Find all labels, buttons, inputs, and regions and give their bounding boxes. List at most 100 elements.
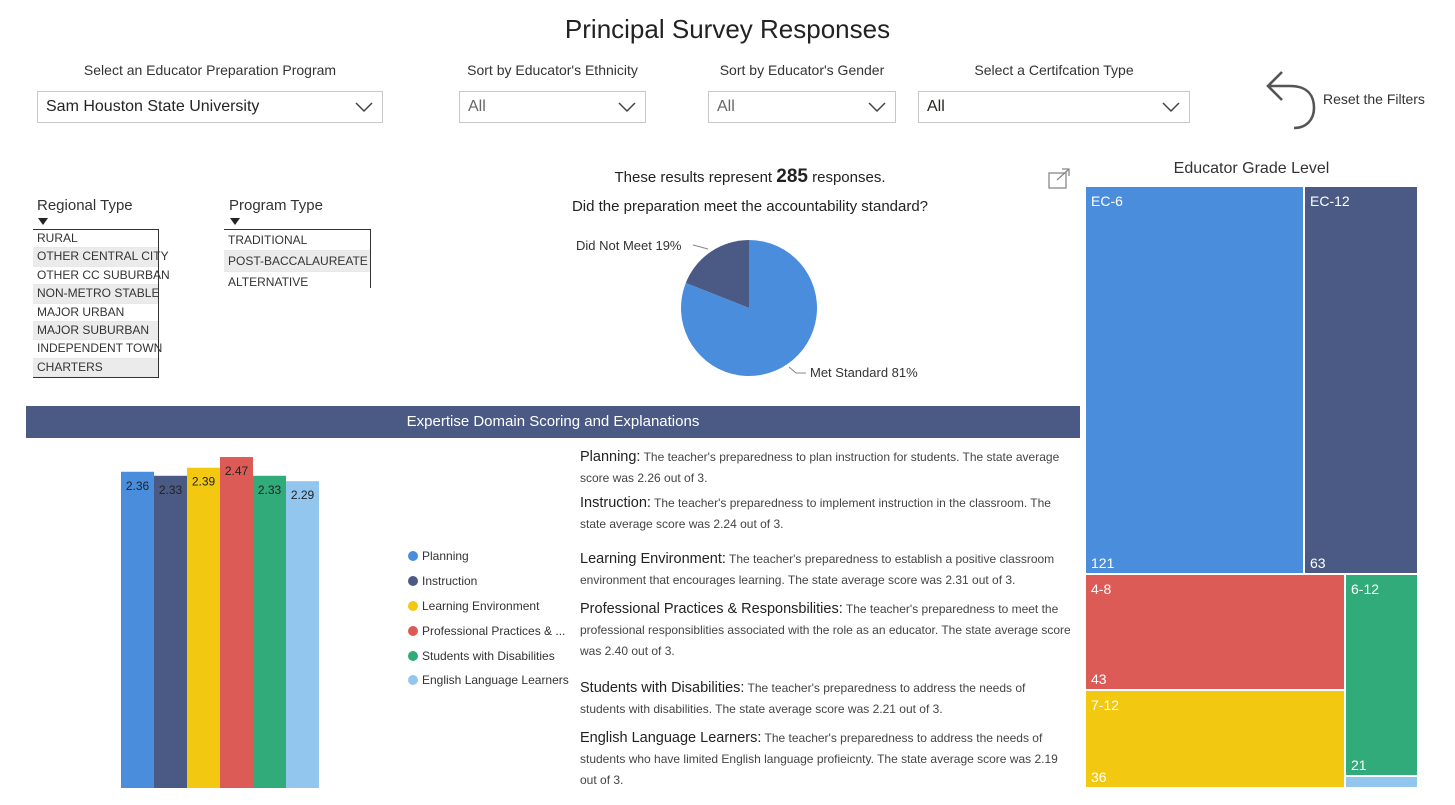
bar-value-label: 2.33 — [159, 483, 183, 497]
chevron-down-icon — [355, 102, 373, 113]
bar-4[interactable] — [220, 457, 253, 788]
legend-dot — [408, 600, 418, 611]
chevron-down-icon — [868, 102, 886, 113]
legend-item[interactable]: Learning Environment — [408, 594, 568, 619]
bar-1[interactable] — [121, 471, 154, 788]
certification-dropdown[interactable]: All — [918, 91, 1190, 123]
gender-dropdown-value: All — [717, 98, 735, 115]
bar-value-label: 2.47 — [225, 464, 249, 478]
bar-value-label: 2.39 — [192, 475, 216, 489]
reset-filters-label: Reset the Filters — [1323, 91, 1425, 107]
explanation-text: The teacher's preparedness to implement … — [580, 496, 1051, 531]
legend-dot — [408, 675, 418, 686]
certification-dropdown-value: All — [927, 98, 945, 115]
explanation-heading: Professional Practices & Responsbilities… — [580, 601, 843, 617]
explanation-heading: Learning Environment: — [580, 551, 726, 567]
certification-filter-label: Select a Certifcation Type — [974, 62, 1134, 78]
bar-6[interactable] — [286, 481, 319, 788]
accountability-question: Did the preparation meet the accountabil… — [571, 198, 929, 215]
explanation-heading: Students with Disabilities: — [580, 680, 745, 696]
legend-dot — [408, 576, 418, 587]
treemap-cell-count: 21 — [1351, 757, 1367, 773]
explanation-heading: Instruction: — [580, 495, 651, 511]
legend-item[interactable]: Students with Disabilities — [408, 643, 568, 668]
treemap-cell-count: 43 — [1091, 671, 1107, 687]
bar-2[interactable] — [154, 475, 187, 788]
regional-type-item[interactable]: RURAL — [33, 230, 158, 249]
ethnicity-filter-label: Sort by Educator's Ethnicity — [467, 62, 638, 78]
regional-type-list: RURAL OTHER CENTRAL CITY OTHER CC SUBURB… — [33, 229, 170, 379]
treemap-cell-ec12[interactable]: EC-12 63 — [1304, 186, 1418, 574]
explanation-instruction: Instruction: The teacher's preparedness … — [580, 493, 1072, 535]
treemap-cell-name: 4-8 — [1091, 581, 1112, 597]
gender-filter-label: Sort by Educator's Gender — [719, 62, 885, 78]
legend-label: Professional Practices & ... — [422, 623, 566, 638]
chevron-down-icon — [1162, 102, 1180, 113]
program-type-label: Program Type — [229, 197, 323, 214]
section-banner: Expertise Domain Scoring and Explanation… — [26, 406, 1080, 438]
explanation-learning-environment: Learning Environment: The teacher's prep… — [580, 549, 1072, 591]
epp-dropdown-value: Sam Houston State University — [46, 98, 260, 115]
treemap-cell-count: 121 — [1091, 555, 1115, 571]
expand-icon[interactable] — [1047, 168, 1071, 190]
gender-dropdown[interactable]: All — [708, 91, 896, 123]
response-count-line: These results represent 285 responses. — [540, 166, 960, 188]
regional-type-item[interactable]: MAJOR URBAN — [33, 304, 158, 322]
legend-label: Planning — [422, 549, 469, 564]
caret-down-icon[interactable] — [38, 218, 48, 225]
treemap-cell-7-12[interactable]: 7-12 36 — [1085, 690, 1345, 788]
epp-dropdown[interactable]: Sam Houston State University — [37, 91, 383, 123]
program-type-item[interactable]: POST-BACCALAUREATE — [224, 251, 370, 272]
legend-item[interactable]: Professional Practices & ... — [408, 618, 568, 643]
explanation-text: The teacher's preparedness to establish … — [580, 552, 1055, 587]
legend-item[interactable]: Instruction — [408, 569, 568, 594]
treemap-cell-count: 63 — [1310, 555, 1326, 571]
treemap-cell-ec6[interactable]: EC-6 121 — [1085, 186, 1304, 574]
explanation-heading: Planning: — [580, 449, 641, 465]
treemap-cell-4-8[interactable]: 4-8 43 — [1085, 574, 1345, 690]
legend-label: Students with Disabilities — [422, 648, 555, 663]
pie-slice-met-standard[interactable] — [681, 240, 817, 376]
domain-score-bar-chart: 2.36 2.33 2.39 2.47 2.33 2.29 — [121, 457, 319, 788]
response-suffix: responses. — [812, 169, 886, 186]
program-type-item[interactable]: ALTERNATIVE — [228, 275, 309, 289]
treemap-cell-other[interactable] — [1345, 776, 1418, 788]
regional-type-item[interactable]: CHARTERS — [33, 358, 158, 378]
explanation-text: The teacher's preparedness to address th… — [580, 731, 1058, 787]
explanation-students-disabilities: Students with Disabilities: The teacher'… — [580, 678, 1072, 720]
treemap-title: Educator Grade Level — [1173, 160, 1330, 177]
ethnicity-dropdown[interactable]: All — [459, 91, 646, 123]
regional-type-item[interactable]: MAJOR SUBURBAN — [33, 321, 158, 341]
bar-value-label: 2.33 — [258, 483, 282, 497]
undo-arrow-icon — [1266, 71, 1316, 130]
regional-type-item[interactable]: INDEPENDENT TOWN — [33, 340, 162, 359]
bar-value-label: 2.36 — [126, 479, 150, 493]
legend-label: Learning Environment — [422, 598, 540, 613]
treemap-cell-name: 7-12 — [1091, 697, 1120, 713]
pie-slice-did-not-meet[interactable] — [685, 240, 749, 308]
regional-type-item[interactable]: OTHER CENTRAL CITY — [33, 248, 169, 267]
caret-down-icon[interactable] — [230, 218, 240, 225]
program-type-list: TRADITIONAL POST-BACCALAUREATE ALTERNATI… — [224, 229, 371, 289]
reset-filters-button[interactable]: Reset the Filters — [1262, 66, 1432, 132]
legend-dot — [408, 625, 418, 636]
explanation-text: The teacher's preparedness to address th… — [580, 681, 1026, 716]
treemap-cell-6-12[interactable]: 6-12 21 — [1345, 574, 1418, 776]
explanation-text: The teacher's preparedness to meet the p… — [580, 602, 1071, 658]
legend-label: English Language Learners — [422, 673, 569, 688]
response-count: 285 — [776, 166, 808, 187]
epp-filter-label: Select an Educator Preparation Program — [83, 62, 337, 78]
bar-3[interactable] — [187, 467, 220, 788]
pie-label-met-standard: Met Standard 81% — [810, 365, 918, 380]
pie-leader-line — [788, 366, 806, 374]
legend-item[interactable]: English Language Learners — [408, 668, 569, 693]
bar-5[interactable] — [253, 475, 286, 788]
regional-type-item[interactable]: OTHER CC SUBURBAN — [33, 267, 170, 286]
legend-label: Instruction — [422, 574, 478, 589]
explanation-heading: English Language Learners: — [580, 730, 762, 746]
legend-dot — [408, 650, 418, 661]
program-type-item[interactable]: TRADITIONAL — [224, 230, 370, 251]
regional-type-item[interactable]: NON-METRO STABLE — [33, 285, 159, 304]
legend-item[interactable]: Planning — [408, 544, 568, 569]
ethnicity-dropdown-value: All — [468, 98, 486, 115]
